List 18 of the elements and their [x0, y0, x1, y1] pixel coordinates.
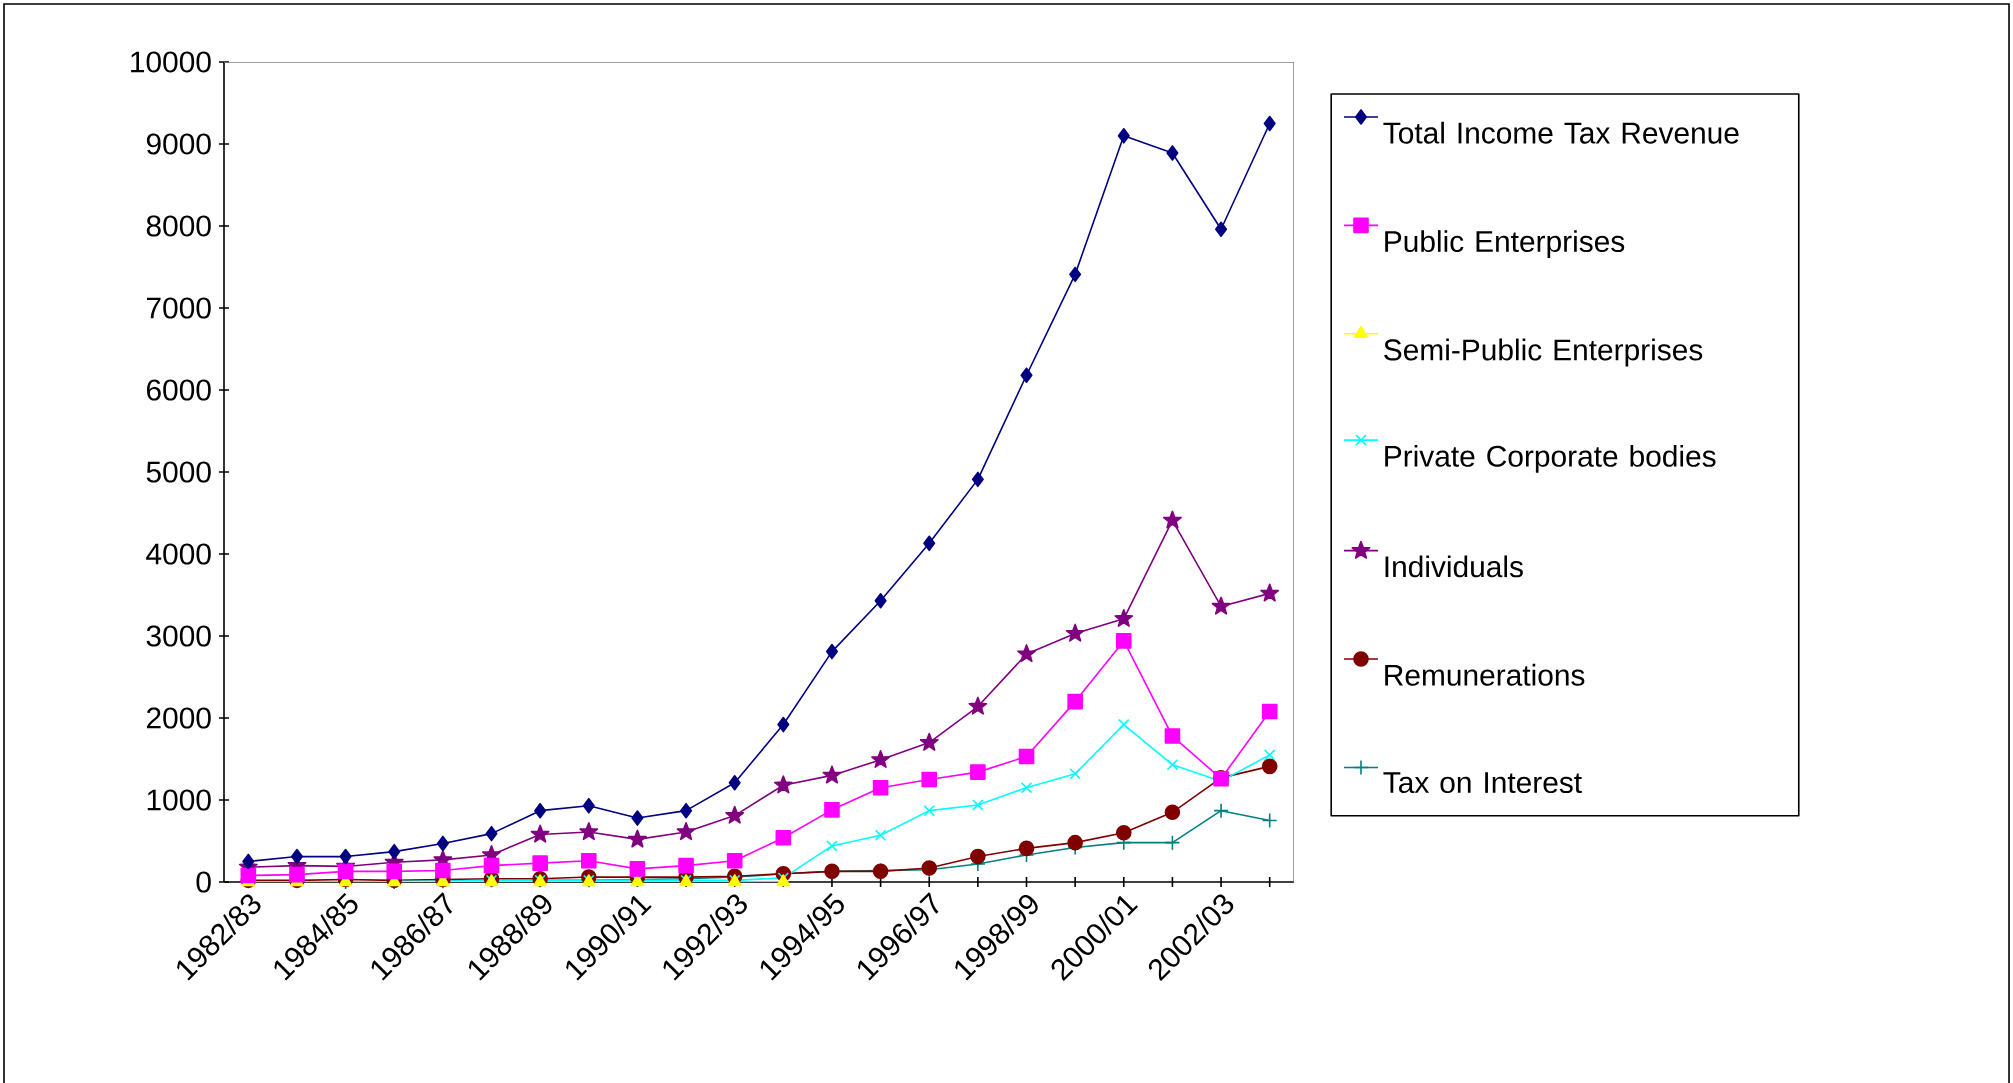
legend-label: Public Enterprises: [1385, 230, 1625, 258]
y-tick-label: 8000: [146, 215, 211, 237]
legend-label: Total Income Tax Revenue: [1383, 121, 1739, 144]
legend-label: Individuals: [1385, 555, 1523, 578]
y-tick-label: 7000: [147, 297, 211, 319]
y-tick-label: 0: [196, 871, 211, 893]
y-tick-label: 10000: [131, 51, 211, 73]
legend-label: Tax on Interest: [1383, 772, 1582, 794]
legend-label: Semi-Public Enterprises: [1384, 338, 1703, 367]
y-tick-label: 5000: [146, 461, 211, 483]
y-tick-label: 3000: [146, 625, 211, 647]
y-tick-label: 6000: [147, 379, 211, 401]
y-tick-label: 4000: [146, 543, 211, 565]
y-tick-label: 9000: [146, 133, 211, 155]
legend-label: Remunerations: [1385, 663, 1585, 686]
y-tick-label: 2000: [146, 707, 211, 729]
legend-label: Private Corporate bodies: [1385, 444, 1716, 473]
y-tick-label: 1000: [147, 789, 211, 811]
